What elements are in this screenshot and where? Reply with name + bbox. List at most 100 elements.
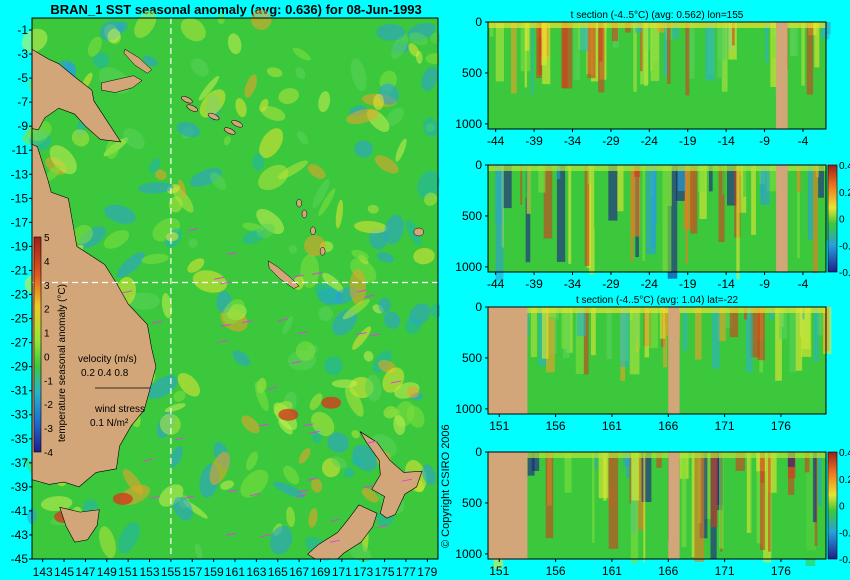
anomaly-patch [282,315,294,335]
section-x-tick-label: 166 [658,564,678,578]
section-streak [667,22,671,84]
warm-anomaly [278,408,299,421]
x-tick-label: 163 [246,565,266,579]
section-y-tick-label: 0 [475,445,482,459]
section-x-tick-label: -19 [679,134,697,145]
section-streak [584,165,590,266]
wind-stress-arrow [258,423,270,427]
wind-stress-arrow [184,495,195,499]
section-streak [795,307,803,371]
section-frame [487,164,827,273]
section-streak [639,22,643,72]
section-streak [751,165,756,235]
anomaly-patch [273,481,305,498]
velocity-colorbar-tick: 0 [839,215,845,226]
section-x-tick-label: -34 [564,134,582,145]
colorbar-tick-label: 3 [44,281,50,292]
wind-stress-arrow [143,458,154,462]
anomaly-patch [327,432,349,453]
colorbar-tick-label: 1 [44,329,50,340]
anomaly-patch [296,130,309,145]
anomaly-patch [393,415,406,436]
section-land [776,165,788,272]
section-streak [490,22,494,37]
t-section-lon155[interactable]: 0 500 1000 -44 -39 -34 -29 -24 -19 -14 -9 -4 t secti… [440,0,850,145]
colorbar-tick-label: -2 [44,400,53,411]
wind-stress-arrow [311,271,323,275]
section-streak [718,307,726,342]
wind-stress-arrow [220,281,231,285]
anomaly-patch [300,254,320,289]
section-streak [787,452,795,467]
velocity-colorbar-tick: 0.2 [839,188,850,199]
section-streak [710,452,718,527]
anomaly-patch [382,367,405,393]
section-streak [637,307,641,348]
x-tick-label: 153 [140,565,160,579]
section-streak [634,165,641,178]
x-tick-label: 167 [289,565,309,579]
section-y-tick-label: 1000 [455,402,482,416]
sst-anomaly-map[interactable]: -1-3-5-7-9-11-13-15-17-19-21-23-25-27-29… [0,0,440,580]
wind-stress-arrow [227,489,238,493]
section-streak [650,22,660,81]
solomon-island [181,96,193,104]
section-streak [711,307,720,369]
section-streak [766,165,777,192]
anomaly-patch [292,47,311,61]
wind-stress-arrow [369,333,380,337]
wind-stress-arrow [226,251,238,255]
section-streak [555,452,561,559]
colorbar-tick-label: 0 [44,352,50,363]
section-streak [691,452,695,558]
anomaly-patch [286,506,295,528]
wind-legend-scale: 0.1 N/m² [90,418,129,429]
section-streak [594,452,597,470]
section-streak [656,452,662,468]
anomaly-patch [421,66,438,92]
wind-stress-arrow [277,318,288,322]
section-streak [611,22,618,42]
anomaly-patch [318,91,331,113]
section-streak [659,307,666,339]
section-streak [606,307,612,360]
anomaly-patch [103,230,130,249]
anomaly-patch [309,393,323,410]
section-x-tick-label: -29 [602,277,620,290]
section-streak [592,452,595,543]
section-streak [743,165,751,197]
fiji-island [413,227,425,237]
y-tick-label: -39 [11,480,29,494]
section-streak [593,165,598,229]
anomaly-patch [363,351,374,362]
section-streak [797,165,800,259]
anomaly-patch [198,75,220,101]
t-section-lat-22[interactable]: 0 500 1000 151 156 161 166 171 176 t section (-4.… [440,290,850,435]
section-streak [524,22,530,51]
new-britain-land [101,75,143,93]
section-streak [790,22,796,57]
section-x-tick-label: 171 [715,564,735,578]
section-y-tick-label: 500 [462,351,482,365]
section-streak [683,165,694,230]
tasmania-land [59,506,100,543]
anomaly-patch [177,372,201,397]
anomaly-patch [430,32,440,44]
anomaly-patch [361,488,379,503]
colorbar-tick-label: 5 [44,233,50,244]
solomon-island [207,112,220,121]
section-x-tick-label: -39 [525,134,543,145]
vanuatu-island [301,209,308,219]
section-streak [631,165,641,237]
section-streak [708,165,713,192]
vel-section-lon155[interactable]: 0 500 1000 -44 -39 -34 -29 -24 -19 -14 -9 -4 0.4 0.2 0… [440,145,850,290]
section-streak [694,452,705,562]
anomaly-patch [417,170,440,199]
y-tick-label: -37 [11,456,29,470]
colorbar-tick-label: -1 [44,376,53,387]
section-streak [631,452,640,501]
main-title: BRAN_1 SST seasonal anomaly (avg: 0.636)… [50,2,422,17]
section-streak [575,307,585,374]
vel-section-lat-22[interactable]: 0 500 1000 151 156 161 166 171 176 0.4 0.2 0 -0.2 -0.… [440,435,850,580]
wind-stress-arrow [303,423,314,427]
